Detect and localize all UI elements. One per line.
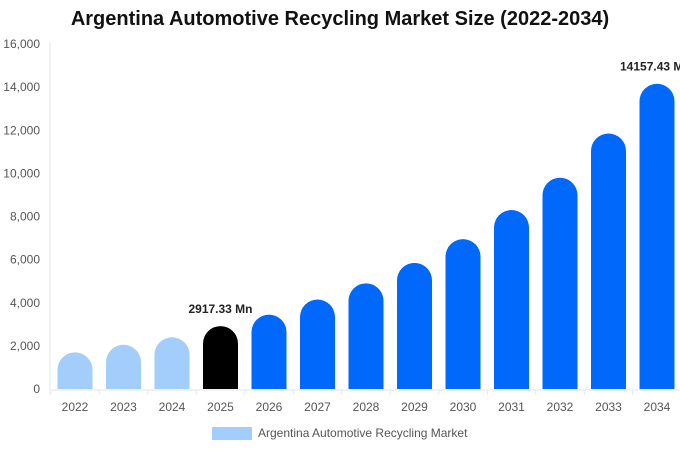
x-tick-label: 2033 xyxy=(595,400,622,414)
bar-2030[interactable] xyxy=(445,239,481,389)
bar-2028[interactable] xyxy=(348,283,384,389)
y-tick-label: 0 xyxy=(33,382,40,396)
bar-2023[interactable] xyxy=(106,344,141,389)
y-axis-ticks: 0 2,000 4,000 6,000 8,000 10,000 12,000 14,000 1… xyxy=(3,37,40,396)
y-tick-label: 12,000 xyxy=(3,123,40,137)
bar-2034[interactable] xyxy=(639,83,675,390)
x-axis-ticks: 2022 2023 2024 2025 2026 2027 2028 2029 2030 2031… xyxy=(50,390,671,414)
y-tick-label: 8,000 xyxy=(10,210,40,224)
bar-chart: 0 2,000 4,000 6,000 8,000 10,000 12,000 14,000 1… xyxy=(3,37,680,414)
bars xyxy=(57,83,675,390)
bar-2033[interactable] xyxy=(591,133,626,389)
x-tick-label: 2027 xyxy=(304,400,331,414)
x-tick-label: 2029 xyxy=(401,400,428,414)
data-label-2034: 14157.43 Mn xyxy=(620,60,680,74)
y-tick-label: 2,000 xyxy=(10,339,40,353)
data-labels: 2917.33 Mn 14157.43 Mn xyxy=(188,60,680,316)
x-tick-label: 2034 xyxy=(644,400,671,414)
y-tick-label: 4,000 xyxy=(10,296,40,310)
y-tick-label: 16,000 xyxy=(3,37,40,51)
x-tick-label: 2031 xyxy=(498,400,525,414)
chart-title: Argentina Automotive Recycling Market Si… xyxy=(70,8,610,30)
x-tick-label: 2032 xyxy=(547,400,574,414)
x-tick-label: 2022 xyxy=(62,400,89,414)
x-tick-label: 2023 xyxy=(110,400,137,414)
y-tick-label: 6,000 xyxy=(10,253,40,267)
bar-2024[interactable] xyxy=(154,337,190,389)
bar-2029[interactable] xyxy=(397,262,432,389)
legend-label: Argentina Automotive Recycling Market xyxy=(258,426,468,440)
legend-swatch xyxy=(212,426,252,440)
data-label-2025: 2917.33 Mn xyxy=(188,302,252,316)
y-tick-label: 10,000 xyxy=(3,166,40,180)
bar-2022[interactable] xyxy=(57,352,93,389)
bar-2032[interactable] xyxy=(542,177,578,389)
x-tick-label: 2025 xyxy=(207,400,234,414)
y-tick-label: 14,000 xyxy=(3,80,40,94)
bar-2025[interactable] xyxy=(203,326,238,389)
bar-2031[interactable] xyxy=(494,210,529,389)
x-tick-label: 2030 xyxy=(450,400,477,414)
bar-2027[interactable] xyxy=(300,299,335,389)
legend[interactable]: Argentina Automotive Recycling Market xyxy=(212,425,467,441)
bar-2026[interactable] xyxy=(251,314,287,389)
x-tick-label: 2024 xyxy=(159,400,186,414)
x-tick-label: 2028 xyxy=(353,400,380,414)
x-tick-label: 2026 xyxy=(256,400,283,414)
